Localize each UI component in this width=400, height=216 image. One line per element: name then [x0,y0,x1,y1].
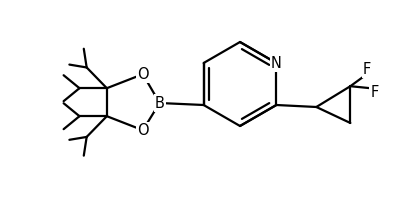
Text: O: O [137,123,149,138]
Text: B: B [155,95,164,111]
Text: F: F [370,85,378,100]
Text: O: O [137,67,149,82]
Text: N: N [271,56,282,70]
Text: F: F [363,62,371,77]
